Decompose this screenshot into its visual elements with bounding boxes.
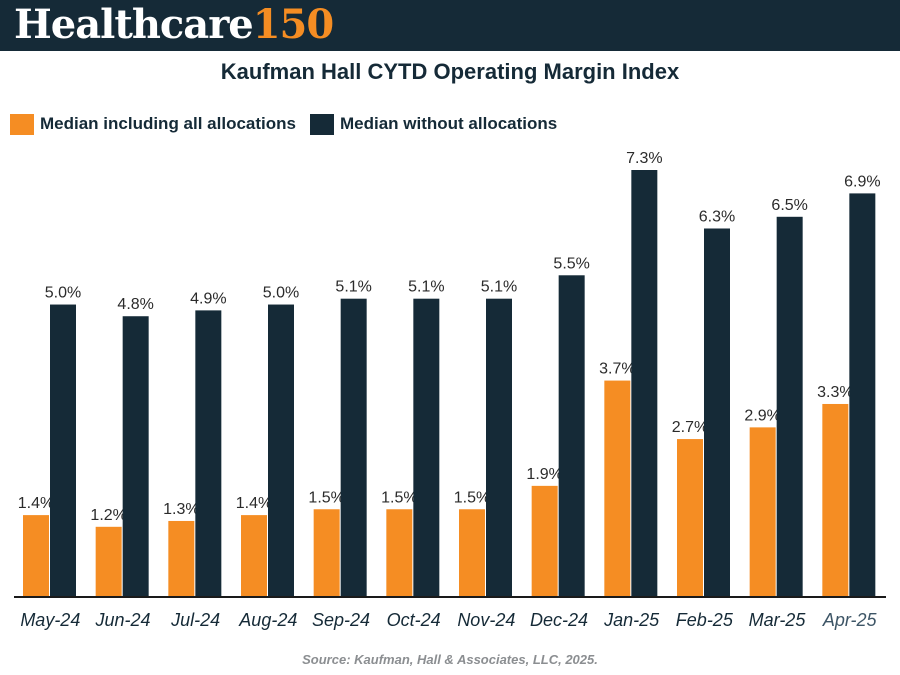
- data-label-including-may-24: 1.4%: [18, 495, 54, 512]
- bar-without-mar-25: [776, 216, 803, 597]
- chart-title: Kaufman Hall CYTD Operating Margin Index: [220, 59, 680, 84]
- bar-including-feb-25: [677, 439, 703, 597]
- data-label-including-jan-25: 3.7%: [599, 361, 635, 378]
- x-tick-label-oct-24: Oct-24: [387, 610, 441, 630]
- data-label-without-jun-24: 4.8%: [117, 296, 153, 313]
- data-label-without-jan-25: 7.3%: [626, 150, 662, 167]
- x-tick-label-mar-25: Mar-25: [749, 610, 807, 630]
- data-label-including-dec-24: 1.9%: [526, 466, 562, 483]
- x-tick-label-jul-24: Jul-24: [170, 610, 220, 630]
- healthcare150-logo: Healthcare150: [14, 1, 334, 48]
- bar-including-apr-25: [822, 403, 849, 597]
- data-label-including-sep-24: 1.5%: [308, 489, 344, 506]
- bar-including-may-24: [23, 515, 49, 597]
- bar-without-apr-25: [849, 193, 876, 597]
- legend-swatch-navy: [309, 113, 334, 135]
- x-tick-label-jan-25: Jan-25: [603, 610, 660, 630]
- bar-without-jun-24: [122, 316, 149, 597]
- bar-including-oct-24: [386, 509, 413, 597]
- bar-including-dec-24: [531, 485, 558, 597]
- data-label-including-jul-24: 1.3%: [163, 501, 199, 518]
- bar-including-mar-25: [749, 427, 776, 597]
- bar-without-jan-25: [631, 170, 658, 597]
- legend-item-including-allocations: Median including all allocations: [10, 113, 296, 135]
- data-label-including-nov-24: 1.5%: [454, 489, 490, 506]
- data-label-without-apr-25: 6.9%: [844, 173, 880, 190]
- bar-including-jul-24: [168, 520, 195, 597]
- bar-without-jul-24: [195, 310, 222, 597]
- bar-including-nov-24: [459, 509, 485, 597]
- data-label-without-sep-24: 5.1%: [335, 279, 371, 296]
- x-tick-label-may-24: May-24: [20, 610, 80, 630]
- bar-without-oct-24: [413, 298, 440, 597]
- bar-including-jan-25: [604, 380, 631, 597]
- legend-label-including-allocations: Median including all allocations: [40, 114, 296, 133]
- data-label-without-may-24: 5.0%: [45, 285, 81, 302]
- data-label-without-aug-24: 5.0%: [263, 285, 299, 302]
- data-label-including-feb-25: 2.7%: [672, 419, 708, 436]
- legend-swatch-orange: [10, 113, 34, 135]
- data-label-including-apr-25: 3.3%: [817, 384, 853, 401]
- x-tick-label-dec-24: Dec-24: [530, 610, 588, 630]
- data-label-without-feb-25: 6.3%: [699, 208, 735, 225]
- bar-without-aug-24: [268, 304, 294, 597]
- logo-word: Healthcare: [14, 1, 254, 48]
- x-tick-label-apr-25: Apr-25: [822, 610, 878, 630]
- x-tick-label-aug-24: Aug-24: [238, 610, 297, 630]
- x-tick-label-jun-24: Jun-24: [94, 610, 150, 630]
- bar-including-sep-24: [313, 509, 340, 597]
- bar-without-feb-25: [704, 228, 730, 597]
- data-label-including-mar-25: 2.9%: [744, 407, 780, 424]
- legend-item-without-allocations: Median without allocations: [309, 113, 558, 135]
- data-label-including-oct-24: 1.5%: [381, 489, 417, 506]
- data-label-without-oct-24: 5.1%: [408, 279, 444, 296]
- source-note: Source: Kaufman, Hall & Associates, LLC,…: [302, 652, 598, 667]
- data-label-without-nov-24: 5.1%: [481, 279, 517, 296]
- x-tick-label-feb-25: Feb-25: [676, 610, 734, 630]
- legend-label-without-allocations: Median without allocations: [339, 114, 558, 133]
- data-label-without-jul-24: 4.9%: [190, 290, 226, 307]
- bar-including-jun-24: [95, 526, 122, 597]
- data-label-including-jun-24: 1.2%: [90, 507, 126, 524]
- bar-without-may-24: [50, 304, 76, 597]
- chart-legend: Median including all allocations Median …: [10, 113, 571, 135]
- header-banner: Healthcare150: [0, 0, 900, 51]
- bar-including-aug-24: [241, 515, 267, 597]
- x-tick-label-sep-24: Sep-24: [312, 610, 370, 630]
- bar-without-nov-24: [486, 298, 512, 597]
- bar-without-dec-24: [558, 275, 585, 597]
- bar-without-sep-24: [340, 298, 367, 597]
- data-label-including-aug-24: 1.4%: [236, 495, 272, 512]
- logo-number: 150: [252, 1, 334, 48]
- x-tick-label-nov-24: Nov-24: [457, 610, 515, 630]
- data-label-without-dec-24: 5.5%: [553, 255, 589, 272]
- data-label-without-mar-25: 6.5%: [771, 197, 807, 214]
